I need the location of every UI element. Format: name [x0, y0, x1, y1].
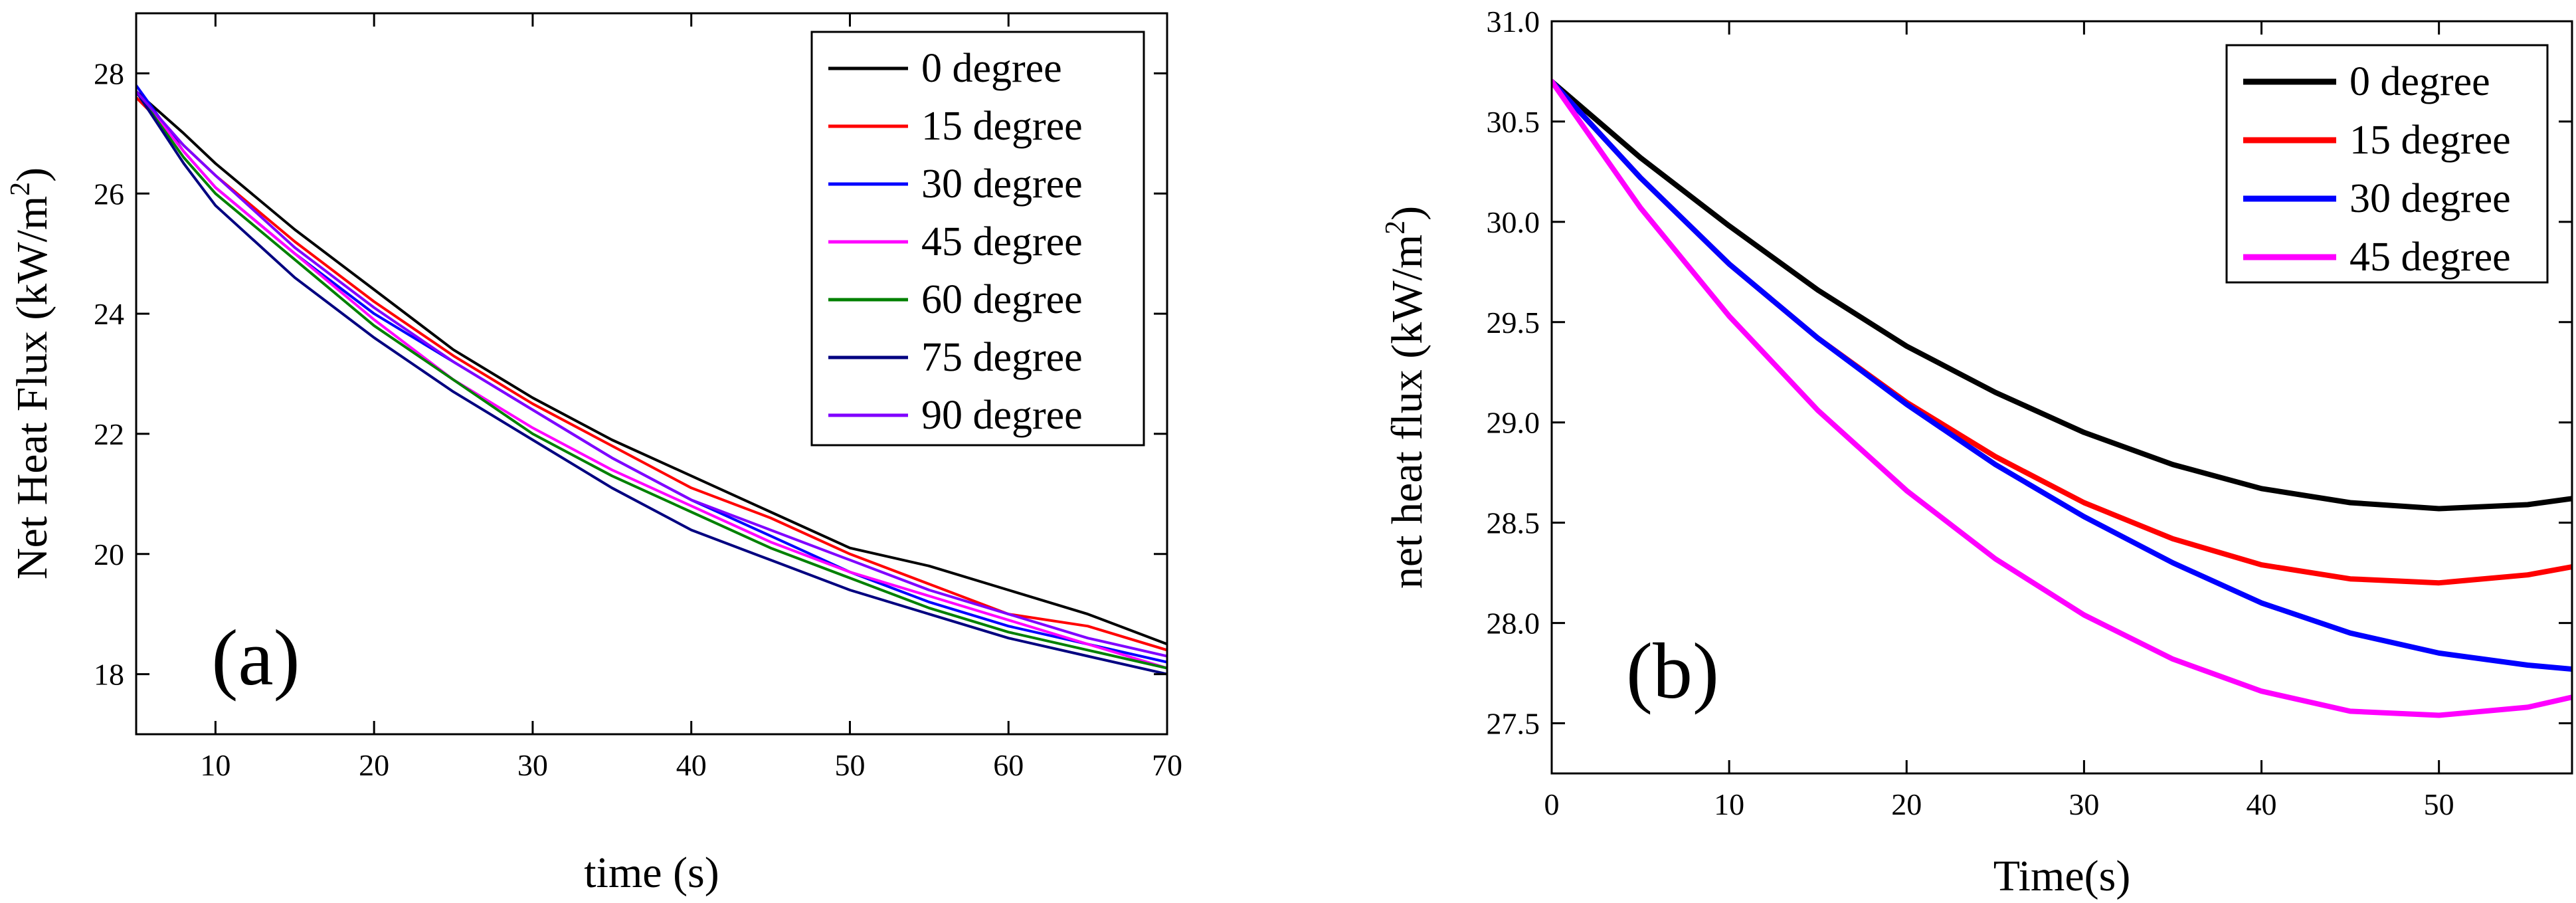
series-line-6 [136, 90, 1167, 658]
y-tick-label: 29.0 [1487, 406, 1540, 440]
y-axis-title: net heat flux (kW/m2) [1380, 206, 1431, 589]
legend-label-3: 45 degree [921, 219, 1083, 264]
y-axis-title-superscript: 2 [5, 182, 36, 196]
chart-panel-a: 10 20 30 40 50 60 70 18 20 22 24 26 28 time (s) Net He… [5, 12, 1182, 897]
legend: 0 degree 15 degree 30 degree 45 degree 60 de… [810, 31, 1145, 447]
y-tick-label: 30.5 [1487, 105, 1540, 139]
panel-letter: (a) [211, 613, 300, 702]
y-axis-title-main: Net Heat Flux (kW/m [8, 196, 56, 579]
series-line-1 [136, 96, 1167, 652]
legend-label-2: 30 degree [921, 161, 1083, 207]
y-axis-title-main: net heat flux (kW/m [1383, 235, 1431, 589]
x-tick-label: 60 [993, 748, 1024, 782]
x-tick-label: 20 [1891, 787, 1922, 821]
y-tick-label: 24 [94, 297, 124, 331]
y-tick-label: 31.0 [1487, 5, 1540, 39]
y-axis-title-close: ) [1383, 206, 1431, 221]
series-line-4 [136, 90, 1167, 670]
legend-label-0: 0 degree [921, 46, 1062, 91]
legend-label-6: 90 degree [921, 393, 1083, 438]
y-tick-label: 22 [94, 417, 124, 451]
y-tick-label: 27.5 [1487, 707, 1540, 741]
legend-label-3: 45 degree [2349, 235, 2511, 280]
chart-panel-b: 0 10 20 30 40 50 27.5 28.0 28.5 29.0 29.5 30.0 30.5 3… [1380, 5, 2573, 900]
y-tick-label: 29.5 [1487, 306, 1540, 340]
series-line-3 [1552, 78, 2572, 718]
series-group [136, 84, 1167, 676]
x-tick-label: 20 [359, 748, 389, 782]
y-tick-label: 30.0 [1487, 205, 1540, 239]
series-line-2 [1552, 78, 2572, 672]
series-group [1552, 78, 2572, 718]
x-tick-label: 40 [2247, 787, 2277, 821]
y-tick-label: 18 [94, 658, 124, 692]
y-tick-label: 28.5 [1487, 506, 1540, 540]
series-line-3 [136, 90, 1167, 670]
x-tick-label: 50 [2424, 787, 2454, 821]
legend-label-0: 0 degree [2349, 59, 2490, 104]
series-line-5 [136, 90, 1167, 676]
y-axis-title-superscript: 2 [1380, 221, 1411, 235]
legend: 0 degree 15 degree 30 degree 45 degree [2225, 44, 2549, 284]
x-tick-label: 10 [1714, 787, 1744, 821]
x-tick-label: 30 [517, 748, 548, 782]
y-tick-label: 26 [94, 177, 124, 211]
y-axis-title-close: ) [8, 167, 56, 182]
x-tick-label: 10 [200, 748, 230, 782]
x-tick-label: 50 [834, 748, 865, 782]
series-line-0 [1552, 78, 2572, 512]
legend-label-1: 15 degree [921, 104, 1083, 149]
legend-label-5: 75 degree [921, 335, 1083, 380]
y-axis-title: Net Heat Flux (kW/m2) [5, 167, 56, 579]
x-axis-title: Time(s) [1993, 852, 2131, 900]
legend-frame [810, 31, 1145, 447]
x-tick-label: 70 [1152, 748, 1182, 782]
legend-label-1: 15 degree [2349, 118, 2511, 163]
x-tick-label: 40 [676, 748, 707, 782]
panel-letter: (b) [1626, 627, 1719, 715]
legend-label-2: 30 degree [2349, 176, 2511, 221]
x-tick-label: 0 [1544, 787, 1560, 821]
plot-frame [135, 12, 1168, 736]
y-tick-label: 28 [94, 56, 124, 90]
y-tick-label: 28.0 [1487, 607, 1540, 641]
y-tick-label: 20 [94, 538, 124, 571]
plot-frame [1550, 20, 2573, 775]
series-line-0 [136, 90, 1167, 646]
x-tick-label: 30 [2069, 787, 2099, 821]
legend-label-4: 60 degree [921, 277, 1083, 322]
x-axis-title: time (s) [584, 849, 719, 897]
